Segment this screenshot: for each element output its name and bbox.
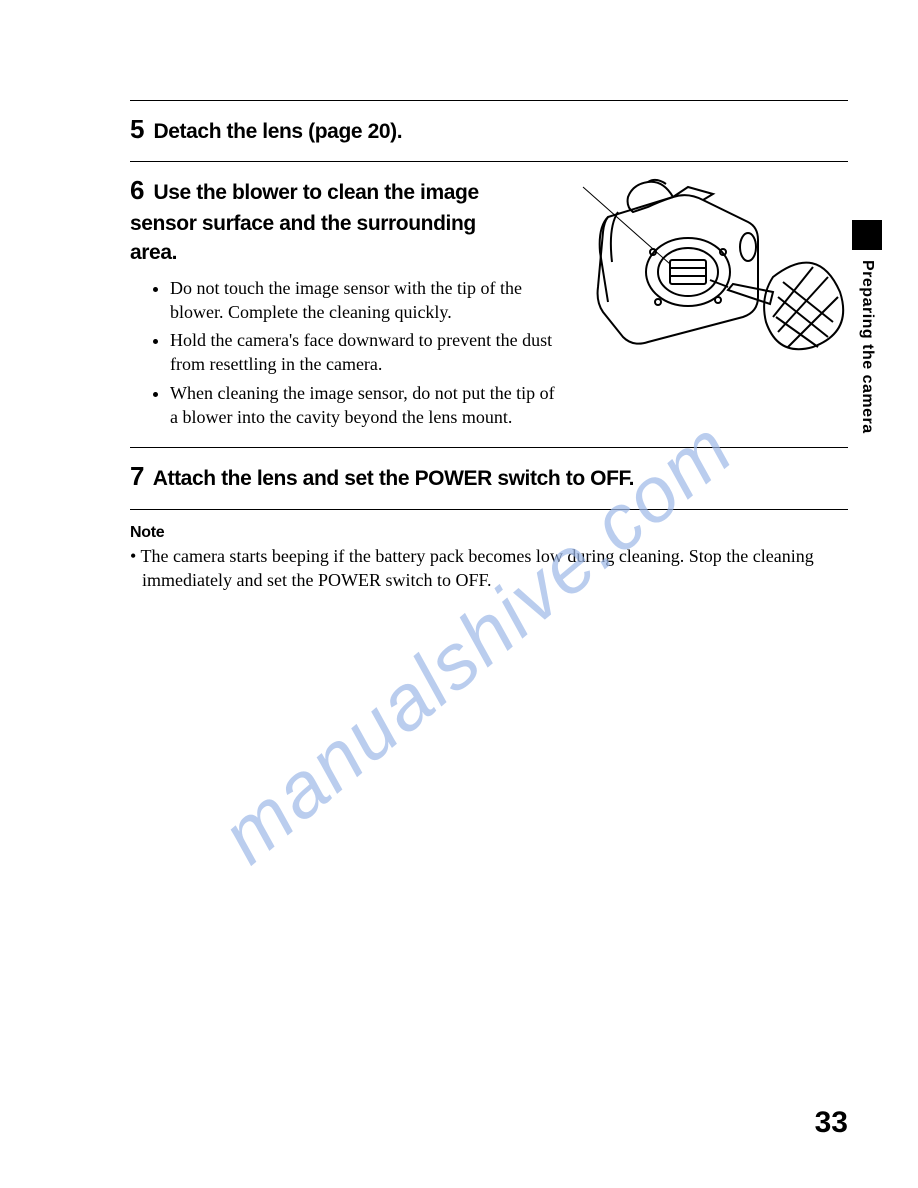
page-number: 33	[815, 1106, 848, 1140]
step-6: 6 Use the blower to clean the image sens…	[130, 162, 848, 447]
camera-blower-icon	[578, 172, 848, 392]
step-title: Use the blower to clean the image sensor…	[130, 181, 479, 264]
manual-page: manualshive.com 5 Detach the lens (page …	[0, 0, 918, 1188]
step-number: 6	[130, 175, 144, 205]
bullet-list: Do not touch the image sensor with the t…	[152, 276, 558, 430]
step-title: Attach the lens and set the POWER switch…	[153, 467, 634, 490]
note-text: • The camera starts beeping if the batte…	[130, 544, 848, 593]
side-marker-icon	[852, 220, 882, 250]
step-title: Detach the lens (page 20).	[154, 120, 403, 143]
side-tab: Preparing the camera	[852, 220, 882, 434]
note-section: Note • The camera starts beeping if the …	[130, 524, 848, 593]
note-label: Note	[130, 524, 848, 542]
bullet-glyph: •	[130, 546, 136, 566]
step-heading: 6 Use the blower to clean the image sens…	[130, 172, 510, 267]
step-heading: 5 Detach the lens (page 20).	[130, 111, 848, 147]
step-number: 7	[130, 461, 144, 491]
list-item: Hold the camera's face downward to preve…	[170, 328, 558, 377]
illustration	[578, 172, 848, 433]
step-heading: 7 Attach the lens and set the POWER swit…	[130, 458, 848, 494]
step-body: 6 Use the blower to clean the image sens…	[130, 172, 848, 433]
step-7: 7 Attach the lens and set the POWER swit…	[130, 448, 848, 508]
divider	[130, 509, 848, 510]
step-5: 5 Detach the lens (page 20).	[130, 101, 848, 161]
list-item: When cleaning the image sensor, do not p…	[170, 381, 558, 430]
section-label: Preparing the camera	[858, 260, 876, 434]
step-number: 5	[130, 114, 144, 144]
note-content: The camera starts beeping if the battery…	[141, 546, 814, 590]
list-item: Do not touch the image sensor with the t…	[170, 276, 558, 325]
step-text: Do not touch the image sensor with the t…	[130, 276, 558, 430]
